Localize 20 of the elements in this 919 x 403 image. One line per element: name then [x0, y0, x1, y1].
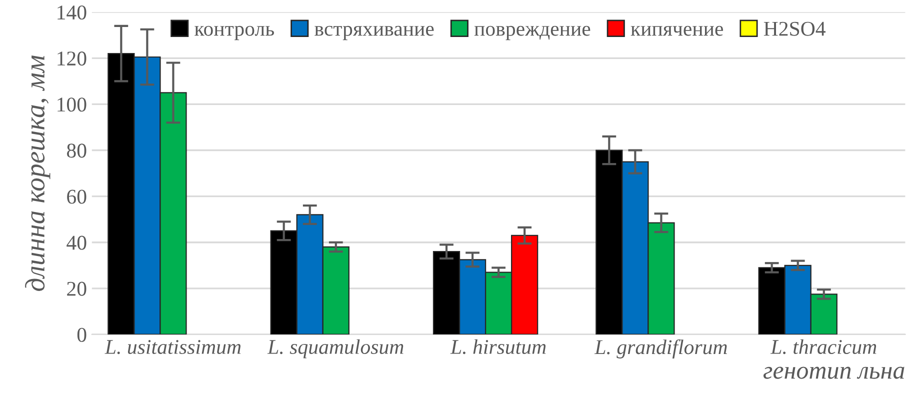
- x-tick-label: L. usitatissimum: [104, 340, 241, 354]
- y-tick-label: 80: [67, 144, 86, 158]
- x-tick-label: L. thracicum: [770, 339, 876, 354]
- legend-label: повреждение: [474, 26, 590, 40]
- y-tick-label: 60: [67, 190, 86, 204]
- legend-label: встряхивание: [314, 26, 434, 40]
- y-tick-label: 40: [66, 236, 86, 250]
- y-tick-label: 100: [58, 98, 86, 112]
- legend-label: контроль: [194, 26, 274, 40]
- x-axis-title: генотип льна: [763, 366, 904, 379]
- x-tick-label: L. squamulosum: [267, 339, 404, 358]
- y-tick-label: 120: [58, 52, 86, 66]
- legend-label: H2SO4: [764, 22, 826, 36]
- y-tick-label: 140: [58, 5, 86, 20]
- x-tick-label: L. hirsutum: [450, 339, 546, 354]
- legend-label: кипячение: [630, 26, 724, 36]
- y-tick-label: 0: [77, 328, 86, 342]
- y-tick-label: 20: [67, 282, 86, 296]
- x-tick-label: L. grandiflorum: [594, 339, 727, 358]
- y-axis-title: длинна корешка, мм: [25, 55, 50, 291]
